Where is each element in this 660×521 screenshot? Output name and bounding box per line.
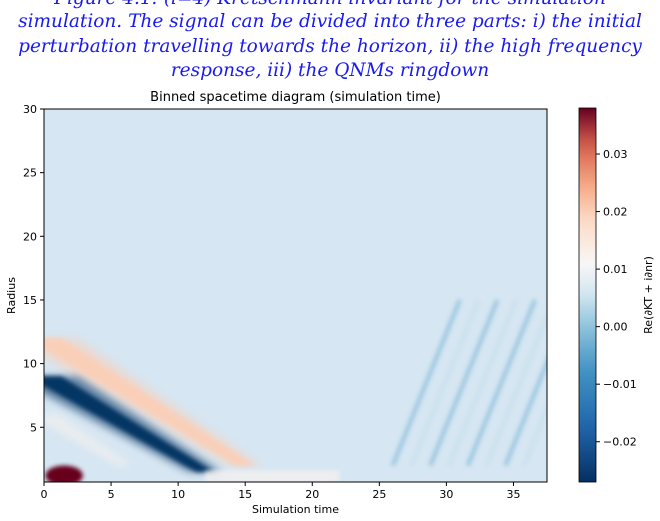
caption-line-4: response, iii) the QNMs ringdown bbox=[170, 60, 490, 81]
x-tick-label: 0 bbox=[41, 488, 48, 501]
x-tick-label: 35 bbox=[506, 488, 520, 501]
y-tick-label: 10 bbox=[23, 358, 37, 371]
high-frequency-spot bbox=[45, 465, 83, 482]
y-tick-label: 25 bbox=[23, 167, 37, 180]
horizon-tail bbox=[204, 470, 340, 482]
x-axis-label: Simulation time bbox=[252, 503, 339, 516]
colorbar-tick-label: −0.01 bbox=[603, 378, 637, 391]
colorbar-tick-label: 0.01 bbox=[603, 263, 628, 276]
y-tick-label: 20 bbox=[23, 230, 37, 243]
caption-line-1: Figure 4.1: (l=4) Kretschmann invariant … bbox=[0, 0, 660, 12]
x-tick-label: 15 bbox=[238, 488, 252, 501]
y-tick-label: 15 bbox=[23, 294, 37, 307]
red-wave-band bbox=[44, 338, 254, 466]
y-tick-label: 5 bbox=[30, 421, 37, 434]
colorbar-tick-label: 0.02 bbox=[603, 206, 628, 219]
x-tick-label: 20 bbox=[305, 488, 319, 501]
colorbar bbox=[578, 107, 597, 483]
ringdown-ripples bbox=[390, 299, 547, 467]
y-tick-label: 30 bbox=[23, 103, 37, 116]
colorbar-tick-label: −0.02 bbox=[603, 436, 637, 449]
plot-frame bbox=[43, 108, 548, 483]
y-axis-label: Radius bbox=[5, 277, 18, 314]
blue-wave-band bbox=[44, 376, 214, 472]
x-tick-label: 30 bbox=[439, 488, 453, 501]
caption-line-3: perturbation travelling towards the hori… bbox=[18, 36, 642, 57]
colorbar-tick-label: 0.00 bbox=[603, 321, 628, 334]
caption-line-2: simulation. The signal can be divided in… bbox=[18, 11, 642, 32]
x-tick-label: 10 bbox=[171, 488, 185, 501]
colorbar-tick-label: 0.03 bbox=[603, 148, 628, 161]
trailing-red-band bbox=[44, 414, 132, 466]
chart-title: Binned spacetime diagram (simulation tim… bbox=[150, 90, 441, 105]
colorbar-label: Re(∂KT + i∂nr) bbox=[642, 256, 655, 334]
x-tick-label: 5 bbox=[108, 488, 115, 501]
x-tick-label: 25 bbox=[372, 488, 386, 501]
